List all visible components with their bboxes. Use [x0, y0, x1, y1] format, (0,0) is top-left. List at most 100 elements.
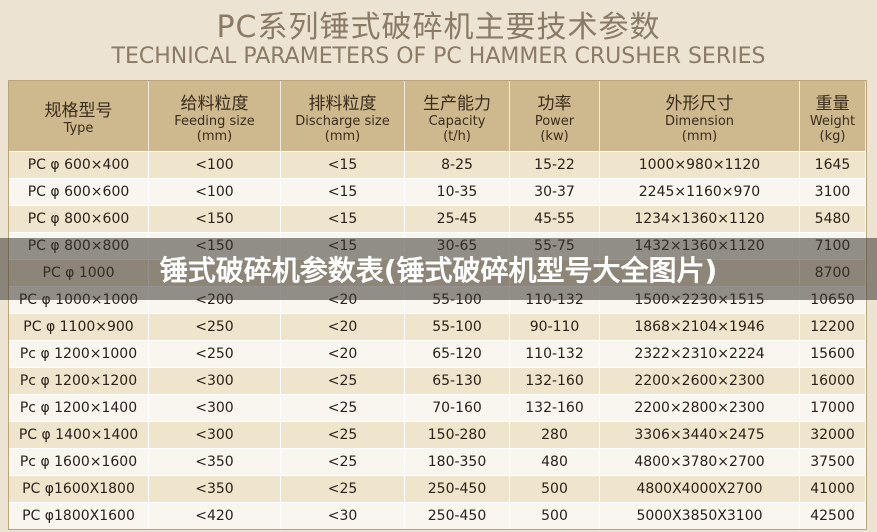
cell: 5480	[800, 205, 866, 232]
cell: 3100	[800, 178, 866, 205]
cell: 110-132	[510, 340, 600, 367]
table: 规格型号 Type 给料粒度 Feeding size (mm) 排料粒度 Discharg…	[8, 80, 867, 530]
cell: 1234×1360×1120	[600, 205, 800, 232]
header-unit: (t/h)	[443, 128, 471, 144]
cell: 65-120	[405, 340, 510, 367]
header-en: Type	[63, 121, 94, 136]
header-en: Dimension	[664, 113, 735, 129]
header-unit: (mm)	[324, 128, 361, 144]
cell: <300	[149, 394, 281, 421]
header-zh: 给料粒度	[180, 93, 249, 114]
cell: 42500	[800, 502, 866, 529]
cell: 250-450	[405, 502, 510, 529]
cell: 4800×3780×2700	[600, 448, 800, 475]
header-cell: 给料粒度 Feeding size (mm)	[149, 81, 281, 151]
cell: <300	[149, 421, 281, 448]
header-unit: (kw)	[540, 128, 569, 144]
cell: <20	[281, 313, 405, 340]
header-zh: 生产能力	[423, 93, 491, 114]
cell: 15600	[800, 340, 866, 367]
cell: 5000X3850X3100	[600, 502, 800, 529]
title-en: TECHNICAL PARAMETERS OF PC HAMMER CRUSHE…	[111, 44, 766, 69]
cell: 2245×1160×970	[600, 178, 800, 205]
cell: 2200×2800×2300	[600, 394, 800, 421]
cell: 1645	[800, 151, 866, 178]
cell: 70-160	[405, 394, 510, 421]
cell: 30-37	[510, 178, 600, 205]
header-en: Weight	[809, 113, 856, 129]
cell: PC φ 600×400	[9, 151, 149, 178]
cell: 17000	[800, 394, 866, 421]
header-unit: (mm)	[196, 128, 233, 144]
cell: 2200×2600×2300	[600, 367, 800, 394]
cell: 41000	[800, 475, 866, 502]
cell: PC φ1800X1600	[9, 502, 149, 529]
cell: <250	[149, 340, 281, 367]
cell: <25	[281, 421, 405, 448]
header-cell: 功率 Power (kw)	[510, 81, 600, 151]
cell: 25-45	[405, 205, 510, 232]
cell: <25	[281, 475, 405, 502]
header-zh: 重量	[815, 93, 850, 114]
cell: <25	[281, 448, 405, 475]
header-unit: (kg)	[819, 128, 846, 144]
cell: <100	[149, 151, 281, 178]
cell: 16000	[800, 367, 866, 394]
header-zh: 功率	[537, 93, 572, 114]
header-en: Feeding size	[174, 113, 255, 129]
cell: 132-160	[510, 394, 600, 421]
cell: 1000×980×1120	[600, 151, 800, 178]
cell: PC φ 600×600	[9, 178, 149, 205]
cell: 32000	[800, 421, 866, 448]
cell: <150	[149, 205, 281, 232]
header-unit: (mm)	[681, 128, 718, 144]
header-cell: 重量 Weight (kg)	[800, 81, 866, 151]
cell: <100	[149, 178, 281, 205]
cell: <25	[281, 367, 405, 394]
cell: Pc φ 1200×1400	[9, 394, 149, 421]
header-cell: 排料粒度 Discharge size (mm)	[281, 81, 405, 151]
cell: 90-110	[510, 313, 600, 340]
cell: PC φ 1100×900	[9, 313, 149, 340]
cell: Pc φ 1200×1200	[9, 367, 149, 394]
cell: 37500	[800, 448, 866, 475]
cell: PC φ1600X1800	[9, 475, 149, 502]
header-cell: 生产能力 Capacity (t/h)	[405, 81, 510, 151]
cell: 180-350	[405, 448, 510, 475]
cell: 8-25	[405, 151, 510, 178]
header-en: Capacity	[428, 113, 486, 129]
cell: <420	[149, 502, 281, 529]
banner: 锤式破碎机参数表(锤式破碎机型号大全图片)	[0, 238, 877, 300]
cell: 4800X4000X2700	[600, 475, 800, 502]
cell: 65-130	[405, 367, 510, 394]
header-cell: 规格型号 Type	[9, 81, 149, 151]
header-zh: 规格型号	[44, 101, 113, 121]
cell: 280	[510, 421, 600, 448]
cell: 45-55	[510, 205, 600, 232]
header-en: Discharge size	[295, 113, 390, 129]
cell: 15-22	[510, 151, 600, 178]
cell: <15	[281, 178, 405, 205]
cell: <20	[281, 340, 405, 367]
cell: 480	[510, 448, 600, 475]
cell: 500	[510, 475, 600, 502]
cell: 55-100	[405, 313, 510, 340]
cell: <30	[281, 502, 405, 529]
header-zh: 排料粒度	[308, 93, 377, 114]
cell: <350	[149, 475, 281, 502]
cell: Pc φ 1600×1600	[9, 448, 149, 475]
cell: 250-450	[405, 475, 510, 502]
header-cell: 外形尺寸 Dimension (mm)	[600, 81, 800, 151]
cell: <25	[281, 394, 405, 421]
header-zh: 外形尺寸	[665, 93, 734, 114]
cell: <350	[149, 448, 281, 475]
cell: <15	[281, 205, 405, 232]
cell: 10-35	[405, 178, 510, 205]
cell: 12200	[800, 313, 866, 340]
cell: PC φ 800×600	[9, 205, 149, 232]
cell: 500	[510, 502, 600, 529]
cell: <15	[281, 151, 405, 178]
title-zh: PC系列锤式破碎机主要技术参数	[216, 10, 661, 45]
cell: 150-280	[405, 421, 510, 448]
